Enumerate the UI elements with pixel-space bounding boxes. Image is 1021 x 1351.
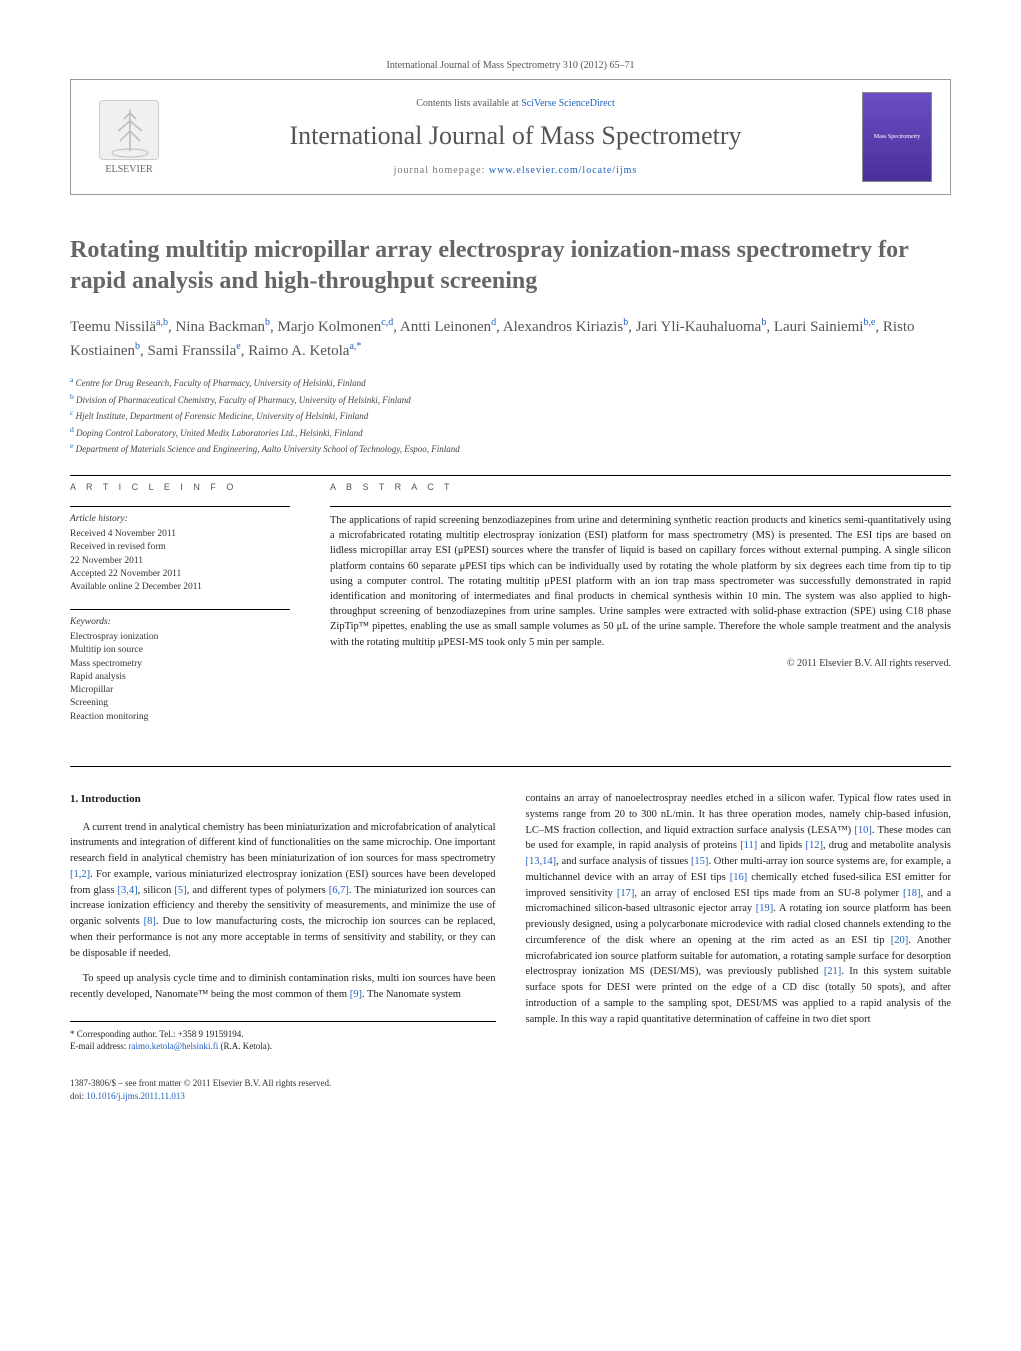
page-footer: 1387-3806/$ – see front matter © 2011 El… [70,1077,951,1102]
article-info-column: a r t i c l e i n f o Article history: R… [70,482,290,738]
keyword-line: Mass spectrometry [70,658,290,671]
homepage-link[interactable]: www.elsevier.com/locate/ijms [489,165,637,176]
keyword-line: Electrospray ionization [70,631,290,644]
reference-link[interactable]: [21] [824,966,842,977]
journal-header-box: ELSEVIER Contents lists available at Sci… [70,79,951,195]
running-header: International Journal of Mass Spectromet… [70,60,951,71]
elsevier-logo: ELSEVIER [89,92,169,182]
sciencedirect-link[interactable]: SciVerse ScienceDirect [521,98,615,109]
reference-link[interactable]: [9] [350,989,362,1000]
email-label: E-mail address: [70,1041,128,1051]
keywords-block: Keywords: Electrospray ionizationMultiti… [70,616,290,724]
body-paragraph: contains an array of nanoelectrospray ne… [526,791,952,1027]
corresponding-author-block: * Corresponding author. Tel.: +358 9 191… [70,1021,496,1053]
affiliation-line: e Department of Materials Science and En… [70,440,951,457]
reference-link[interactable]: [10] [854,825,872,836]
doi-link[interactable]: 10.1016/j.ijms.2011.11.013 [86,1091,185,1101]
affiliation-line: a Centre for Drug Research, Faculty of P… [70,374,951,391]
abstract-copyright: © 2011 Elsevier B.V. All rights reserved… [330,658,951,669]
body-paragraph: A current trend in analytical chemistry … [70,820,496,962]
reference-link[interactable]: [1,2] [70,869,90,880]
article-history-block: Article history: Received 4 November 201… [70,513,290,595]
reference-link[interactable]: [5] [174,885,186,896]
doi-prefix: doi: [70,1091,84,1101]
history-label: Article history: [70,513,290,526]
keyword-line: Reaction monitoring [70,711,290,724]
abstract-heading: a b s t r a c t [330,482,951,492]
history-lines: Received 4 November 2011Received in revi… [70,528,290,594]
body-paragraph: To speed up analysis cycle time and to d… [70,971,496,1003]
reference-link[interactable]: [6,7] [329,885,349,896]
divider-rule [70,475,951,476]
keywords-lines: Electrospray ionizationMultitip ion sour… [70,631,290,724]
journal-cover-thumbnail: Mass Spectrometry [862,92,932,182]
info-divider [70,609,290,610]
corresponding-email-link[interactable]: raimo.ketola@helsinki.fi [128,1041,218,1051]
homepage-prefix: journal homepage: [394,165,489,176]
reference-link[interactable]: [19] [756,903,774,914]
reference-link[interactable]: [12] [805,840,823,851]
reference-link[interactable]: [16] [730,872,748,883]
elsevier-tree-icon [99,100,159,160]
reference-link[interactable]: [11] [740,840,757,851]
footer-doi-line: doi: 10.1016/j.ijms.2011.11.013 [70,1090,951,1103]
journal-title: International Journal of Mass Spectromet… [189,121,842,151]
cover-label: Mass Spectrometry [874,134,921,140]
history-line: 22 November 2011 [70,555,290,568]
elsevier-label: ELSEVIER [105,164,152,175]
history-line: Accepted 22 November 2011 [70,568,290,581]
section-divider [70,766,951,767]
email-suffix: (R.A. Ketola). [221,1041,273,1051]
keyword-line: Micropillar [70,684,290,697]
reference-link[interactable]: [20] [891,935,909,946]
reference-link[interactable]: [15] [691,856,709,867]
affiliation-line: b Division of Pharmaceutical Chemistry, … [70,391,951,408]
corresponding-label: * Corresponding author. Tel.: +358 9 191… [70,1028,496,1041]
info-divider [70,506,290,507]
affiliation-line: d Doping Control Laboratory, United Medi… [70,424,951,441]
body-column-left: 1. Introduction A current trend in analy… [70,791,496,1053]
affiliations: a Centre for Drug Research, Faculty of P… [70,374,951,457]
contents-prefix: Contents lists available at [416,98,521,109]
article-title: Rotating multitip micropillar array elec… [70,235,951,297]
section-heading: 1. Introduction [70,791,496,808]
reference-link[interactable]: [17] [617,888,635,899]
contents-line: Contents lists available at SciVerse Sci… [189,98,842,109]
reference-link[interactable]: [13,14] [526,856,557,867]
keyword-line: Screening [70,697,290,710]
info-abstract-row: a r t i c l e i n f o Article history: R… [70,482,951,738]
history-line: Available online 2 December 2011 [70,581,290,594]
corresponding-email-line: E-mail address: raimo.ketola@helsinki.fi… [70,1040,496,1053]
keywords-label: Keywords: [70,616,290,629]
reference-link[interactable]: [18] [903,888,921,899]
history-line: Received 4 November 2011 [70,528,290,541]
keyword-line: Rapid analysis [70,671,290,684]
header-center: Contents lists available at SciVerse Sci… [189,98,842,176]
abstract-divider [330,506,951,507]
body-columns: 1. Introduction A current trend in analy… [70,791,951,1053]
history-line: Received in revised form [70,541,290,554]
homepage-line: journal homepage: www.elsevier.com/locat… [189,165,842,176]
footer-line-1: 1387-3806/$ – see front matter © 2011 El… [70,1077,951,1090]
article-page: International Journal of Mass Spectromet… [0,0,1021,1142]
abstract-text: The applications of rapid screening benz… [330,513,951,650]
reference-link[interactable]: [3,4] [118,885,138,896]
article-info-heading: a r t i c l e i n f o [70,482,290,492]
reference-link[interactable]: [8] [144,916,156,927]
abstract-column: a b s t r a c t The applications of rapi… [330,482,951,738]
body-column-right: contains an array of nanoelectrospray ne… [526,791,952,1053]
keyword-line: Multitip ion source [70,644,290,657]
affiliation-line: c Hjelt Institute, Department of Forensi… [70,407,951,424]
authors-list: Teemu Nissiläa,b, Nina Backmanb, Marjo K… [70,315,951,362]
